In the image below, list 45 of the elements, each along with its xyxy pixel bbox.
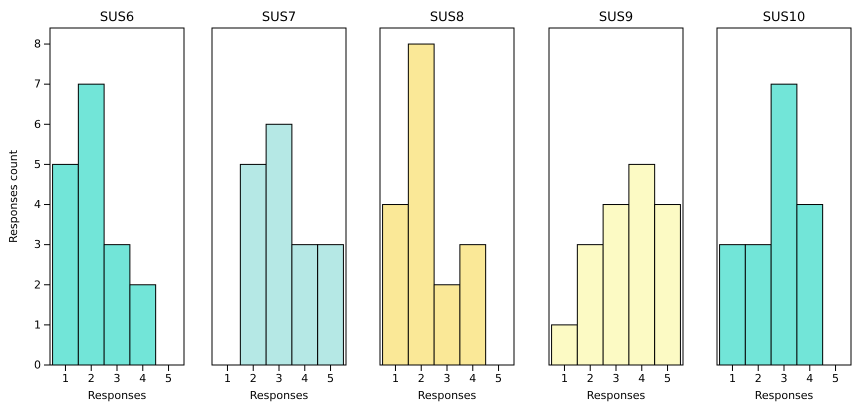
x-tick-label: 3 bbox=[276, 372, 282, 385]
x-tick-label: 4 bbox=[469, 372, 476, 385]
x-tick-label: 5 bbox=[327, 372, 334, 385]
x-tick-label: 5 bbox=[664, 372, 672, 385]
y-axis-title: Responses count bbox=[7, 149, 20, 244]
chart-title: SUS10 bbox=[762, 10, 806, 25]
x-tick-label: 4 bbox=[806, 372, 814, 385]
x-tick-label: 4 bbox=[139, 372, 146, 385]
x-tick-label: 3 bbox=[612, 372, 620, 385]
x-tick-label: 1 bbox=[224, 372, 231, 385]
y-tick-label: 7 bbox=[34, 78, 41, 91]
x-tick-label: 1 bbox=[392, 372, 399, 385]
x-tick-label: 5 bbox=[165, 372, 172, 385]
x-axis-title: Responses bbox=[88, 389, 147, 402]
x-axis-title: Responses bbox=[586, 389, 646, 402]
chart-title: SUS6 bbox=[100, 10, 134, 25]
x-tick-label: 4 bbox=[301, 372, 308, 385]
x-tick-label: 2 bbox=[586, 372, 594, 385]
x-tick-label: 1 bbox=[62, 372, 69, 385]
chart-title: SUS8 bbox=[430, 10, 464, 25]
x-tick-label: 3 bbox=[114, 372, 120, 385]
x-tick-label: 2 bbox=[88, 372, 95, 385]
x-tick-label: 2 bbox=[754, 372, 762, 385]
y-tick-label: 8 bbox=[34, 38, 41, 51]
y-tick-label: 2 bbox=[34, 278, 41, 292]
x-tick-label: 5 bbox=[832, 372, 840, 385]
x-tick-label: 1 bbox=[560, 372, 568, 385]
y-tick-label: 6 bbox=[34, 118, 41, 131]
x-tick-label: 4 bbox=[638, 372, 646, 385]
y-tick-label: 5 bbox=[34, 158, 41, 171]
y-tick-label: 3 bbox=[34, 238, 41, 252]
x-tick-label: 3 bbox=[780, 372, 788, 385]
x-axis-title: Responses bbox=[418, 389, 477, 402]
x-tick-label: 3 bbox=[444, 372, 450, 385]
y-tick-label: 4 bbox=[34, 198, 41, 212]
x-tick-label: 2 bbox=[418, 372, 425, 385]
chart-title: SUS9 bbox=[598, 10, 634, 25]
chart-title: SUS7 bbox=[262, 10, 296, 25]
x-tick-label: 2 bbox=[250, 372, 257, 385]
x-tick-label: 1 bbox=[728, 372, 736, 385]
x-axis-title: Responses bbox=[754, 389, 814, 402]
y-tick-label: 0 bbox=[34, 358, 41, 372]
y-tick-label: 1 bbox=[34, 318, 41, 332]
x-tick-label: 5 bbox=[495, 372, 502, 385]
x-axis-title: Responses bbox=[250, 389, 309, 402]
